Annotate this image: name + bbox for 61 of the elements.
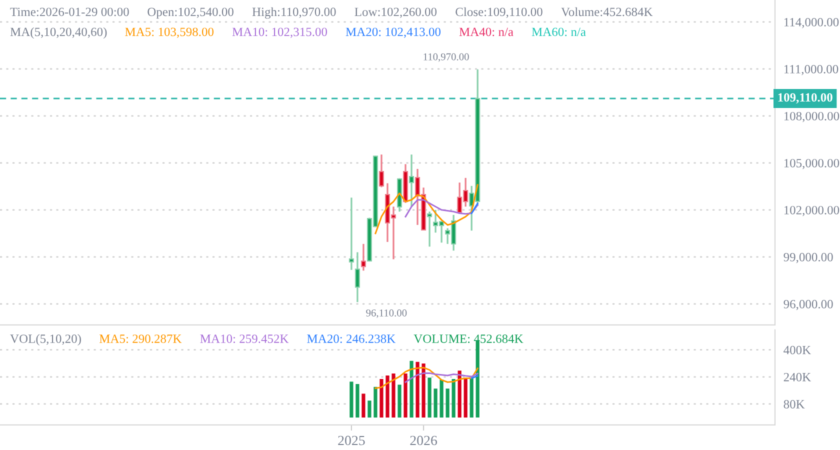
y-tick-label: 99,000.00	[784, 252, 833, 264]
y-tick-label: 102,000.00	[784, 206, 840, 216]
annotation: Low:102,260.00	[354, 8, 437, 18]
y-tick-label: 111,000.00	[784, 64, 838, 76]
x-tick-label: 2026	[410, 436, 438, 446]
bar	[434, 388, 438, 418]
y-tick-label: 105,000.00	[784, 158, 840, 170]
annotation: 110,970.00	[424, 53, 469, 62]
bar	[398, 384, 402, 418]
candlestick	[354, 251, 360, 304]
bar	[350, 382, 354, 418]
line-series	[374, 366, 478, 390]
candlestick	[360, 243, 366, 272]
series-label: VOLUME: 452.684K	[414, 334, 524, 344]
annotation: Close:109,110.00	[456, 7, 542, 18]
bar	[362, 394, 366, 418]
annotation: MA(5,10,20,40,60)	[10, 27, 107, 39]
annotation: Time:2026-01-29 00:00	[10, 8, 129, 16]
y-tick-label: 114,000.00	[784, 18, 839, 28]
bar	[458, 370, 462, 418]
bar	[410, 360, 414, 418]
line-series	[404, 372, 478, 383]
text: MA5: 103,598.00	[125, 28, 214, 38]
annotation: Volume:452.684K	[561, 7, 653, 16]
bar	[368, 400, 372, 418]
annotation: VOL(5,10,20)	[10, 334, 81, 346]
bar	[392, 374, 396, 418]
candlestick	[348, 196, 354, 271]
legend-label: MA60: n/a	[532, 28, 586, 36]
bar	[452, 378, 456, 418]
text: MA10: 259.452K	[200, 334, 289, 344]
candlestick	[378, 154, 384, 188]
y-tick-label: 400K	[784, 346, 811, 354]
annotation: 96,110.00	[366, 309, 407, 318]
text: MA20: 102,413.00	[346, 28, 441, 38]
bar	[374, 386, 378, 418]
x-tick-label: 2025	[338, 436, 365, 446]
text: MA10: 102,315.00	[232, 28, 328, 38]
annotation: Open:102,540.00	[148, 8, 234, 19]
legend-label: MA40: n/a	[459, 28, 514, 36]
bar	[422, 364, 426, 418]
bar	[404, 374, 408, 418]
y-tick-label: 96,000.00	[784, 300, 833, 310]
bar	[440, 380, 444, 418]
candlestick	[409, 154, 414, 208]
bar	[428, 378, 432, 418]
bar	[356, 384, 360, 418]
y-tick-label: 80K	[784, 400, 805, 408]
bar	[464, 378, 468, 418]
text: MA20: 246.238K	[307, 334, 396, 344]
y-tick-label: 240K	[784, 372, 811, 382]
y-tick-label: 108,000.00	[784, 112, 840, 122]
bar	[416, 362, 420, 418]
text: MA5: 290.287K	[99, 334, 182, 344]
annotation: High:110,970.00	[252, 7, 336, 19]
ref-line-label: 109,110.00	[778, 93, 832, 104]
candlestick	[427, 210, 432, 248]
bar	[386, 376, 390, 418]
bar	[446, 388, 450, 418]
bar	[470, 378, 474, 418]
bar	[380, 378, 384, 418]
